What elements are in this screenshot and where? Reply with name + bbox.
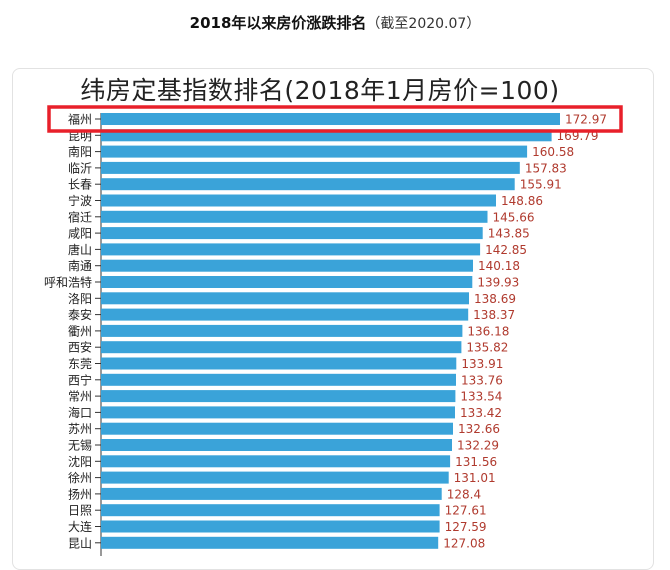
value-label: 145.66 [493,210,535,224]
category-label: 宿迁 [68,209,92,224]
bar [101,455,451,468]
category-label: 苏州 [68,422,92,436]
value-label: 131.01 [454,471,496,485]
bar [101,373,456,386]
category-label: 常州 [68,390,92,404]
category-label: 扬州 [68,486,92,501]
value-label: 131.56 [455,455,497,469]
bar [101,113,560,125]
category-label: 衢州 [68,324,92,338]
value-label: 132.29 [457,439,499,453]
value-label: 138.37 [473,308,515,322]
bar [101,471,449,484]
bar [101,292,469,305]
bar [101,422,453,435]
value-label: 135.82 [466,341,508,355]
bar [101,227,483,240]
value-label: 139.93 [477,276,519,290]
bar [101,406,455,419]
category-label: 福州 [68,112,92,127]
value-label: 133.76 [461,373,503,387]
bar [101,259,473,272]
highlight-box [47,105,623,133]
value-label: 143.85 [488,227,530,241]
category-label: 南通 [68,258,92,273]
value-label: 133.42 [460,406,502,420]
category-label: 唐山 [68,242,92,257]
bar [101,308,469,321]
bar [101,439,452,451]
category-label: 日照 [68,504,92,518]
bar [101,145,528,158]
bar [101,210,488,223]
value-label: 172.97 [565,113,607,127]
value-label: 138.69 [474,292,516,306]
bar [101,536,439,549]
caption-main: 2018年以来房价涨跌排名 [189,14,367,32]
bar [101,487,442,500]
value-label: 155.91 [520,178,562,192]
value-label: 127.08 [443,536,485,550]
page-caption: 2018年以来房价涨跌排名（截至2020.07） [0,12,670,33]
bar [101,194,496,207]
chart-title: 纬房定基指数排名(2018年1月房价=100) [80,76,560,105]
category-label: 西宁 [68,372,92,387]
bar [101,161,520,174]
category-label: 南阳 [68,144,92,159]
category-label: 大连 [68,519,92,534]
category-label: 洛阳 [68,291,92,306]
value-label: 133.91 [461,357,503,371]
bar [101,324,463,337]
category-label: 西安 [68,340,92,355]
value-label: 127.61 [445,504,487,518]
bar [101,357,457,370]
category-label: 东莞 [68,357,92,371]
value-label: 133.54 [460,390,502,404]
value-label: 142.85 [485,243,527,257]
value-label: 160.58 [532,145,574,159]
category-label: 昆山 [68,536,92,550]
category-label: 宁波 [68,193,92,208]
category-label: 泰安 [68,307,92,322]
value-label: 140.18 [478,259,520,273]
category-label: 咸阳 [68,227,92,241]
bar [101,276,473,288]
category-label: 无锡 [68,438,92,453]
bar [101,243,481,256]
value-label: 128.4 [447,487,481,501]
category-label: 呼和浩特 [44,275,92,290]
value-label: 132.66 [458,422,500,436]
bar [101,341,462,354]
bar [101,390,456,403]
value-label: 157.83 [525,161,567,175]
value-label: 136.18 [467,324,509,338]
bar [101,520,440,533]
category-label: 沈阳 [68,454,92,469]
value-label: 127.59 [445,520,487,534]
bar [101,178,515,191]
category-label: 临沂 [68,161,92,175]
category-label: 长春 [68,178,92,192]
bar [101,504,440,517]
category-label: 海口 [68,405,92,420]
value-label: 148.86 [501,194,543,208]
caption-sub: （截至2020.07） [366,16,481,32]
category-label: 徐州 [68,470,92,485]
